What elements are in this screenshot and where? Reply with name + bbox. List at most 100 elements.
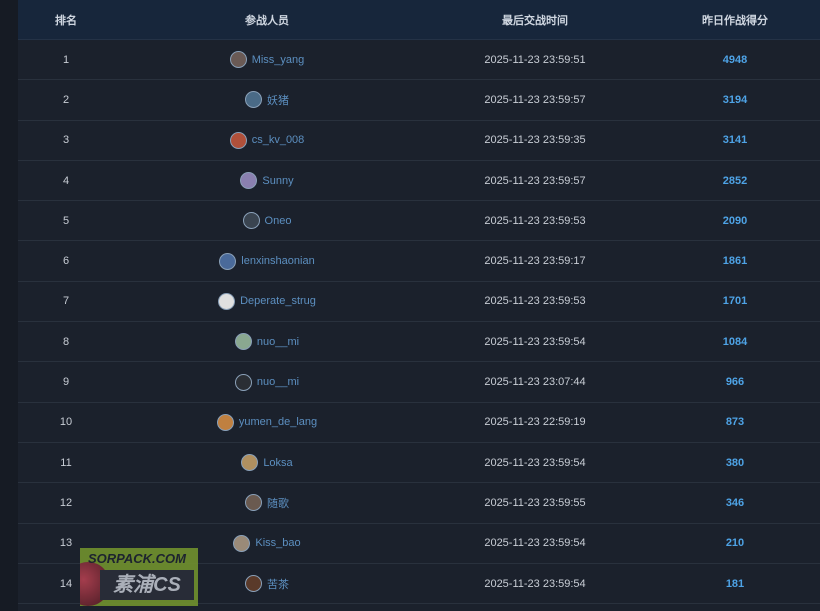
avatar[interactable]	[245, 494, 262, 512]
last-time: 2025-11-23 23:59:54	[484, 335, 586, 348]
table-header: 排名 参战人员 最后交战时间 昨日作战得分	[18, 0, 820, 40]
last-time: 2025-11-23 23:59:55	[484, 496, 586, 509]
player-cell: Sunny	[114, 172, 420, 190]
avatar[interactable]	[219, 252, 237, 270]
rank: 8	[62, 335, 70, 348]
score: 1084	[722, 335, 748, 348]
last-time: 2025-11-23 23:59:17	[484, 255, 586, 268]
last-time: 2025-11-23 23:59:57	[484, 93, 586, 106]
player-cell: 妖猪	[114, 91, 420, 109]
avatar[interactable]	[218, 292, 236, 310]
avatar[interactable]	[242, 212, 260, 230]
rank: 12	[59, 496, 73, 509]
table-row: 4 Sunny 2025-11-23 23:59:57 2852	[18, 161, 820, 202]
table-row: 11 Loksa 2025-11-23 23:59:54 380	[18, 443, 820, 484]
player-name-link[interactable]: Miss_yang	[251, 53, 305, 66]
player-cell: 随歌	[114, 494, 420, 512]
watermark-logo: SORPACK.COM 素浦CS	[80, 548, 198, 606]
last-time: 2025-11-23 23:59:53	[484, 214, 586, 227]
player-cell: cs_kv_008	[114, 131, 420, 149]
score: 966	[725, 376, 745, 389]
last-time: 2025-11-23 23:59:54	[484, 537, 586, 550]
player-cell: Miss_yang	[114, 51, 420, 69]
rank: 14	[59, 577, 73, 590]
player-name-link[interactable]: 妖猪	[267, 94, 289, 107]
last-time: 2025-11-23 23:59:54	[484, 456, 586, 469]
avatar[interactable]	[234, 333, 252, 351]
avatar[interactable]	[229, 131, 247, 149]
score: 4948	[722, 53, 748, 66]
rank: 11	[60, 456, 72, 469]
avatar[interactable]	[241, 454, 259, 472]
rank: 5	[62, 214, 70, 227]
rank: 2	[62, 93, 70, 106]
player-cell: Loksa	[114, 454, 420, 472]
rank: 10	[59, 416, 73, 429]
table-row: 2 妖猪 2025-11-23 23:59:57 3194	[18, 80, 820, 121]
table-row: 5 Oneo 2025-11-23 23:59:53 2090	[18, 201, 820, 242]
avatar[interactable]	[233, 534, 251, 552]
header-player: 参战人员	[245, 14, 289, 27]
last-time: 2025-11-23 23:59:57	[484, 174, 586, 187]
avatar[interactable]	[229, 51, 247, 69]
table-row: 14 苦茶 2025-11-23 23:59:54 181	[18, 564, 820, 605]
last-time: 2025-11-23 23:59:51	[484, 53, 586, 66]
last-time: 2025-11-23 22:59:19	[484, 416, 586, 429]
player-name-link[interactable]: 苦茶	[267, 578, 289, 591]
avatar[interactable]	[245, 91, 262, 109]
player-cell: nuo__mi	[114, 373, 420, 391]
player-name-link[interactable]: yumen_de_lang	[238, 416, 318, 429]
player-name-link[interactable]: nuo__mi	[256, 376, 300, 389]
avatar[interactable]	[240, 172, 258, 190]
header-rank: 排名	[55, 14, 77, 27]
player-name-link[interactable]: Oneo	[264, 214, 292, 227]
score: 181	[725, 577, 745, 590]
player-name-link[interactable]: Loksa	[263, 456, 293, 469]
player-name-link[interactable]: nuo__mi	[256, 335, 300, 348]
rank: 3	[62, 134, 70, 147]
score: 210	[725, 537, 745, 550]
score: 3194	[722, 93, 748, 106]
player-name-link[interactable]: cs_kv_008	[251, 134, 305, 147]
last-time: 2025-11-23 23:59:54	[484, 577, 586, 590]
score: 3141	[722, 134, 748, 147]
last-time: 2025-11-23 23:59:35	[484, 134, 586, 147]
player-cell: lenxinshaonian	[114, 252, 420, 270]
avatar[interactable]	[245, 575, 262, 592]
player-cell: Oneo	[114, 212, 420, 230]
table-row: 1 Miss_yang 2025-11-23 23:59:51 4948	[18, 40, 820, 81]
header-score: 昨日作战得分	[702, 14, 768, 27]
watermark-brand: 素浦CS	[100, 570, 194, 600]
table-row: 13 Kiss_bao 2025-11-23 23:59:54 210	[18, 524, 820, 564]
watermark-site: SORPACK.COM	[88, 551, 186, 566]
score: 2852	[722, 174, 748, 187]
leaderboard-table: 排名 参战人员 最后交战时间 昨日作战得分 1 Miss_yang 2025-1…	[18, 0, 820, 611]
player-name-link[interactable]: Sunny	[262, 174, 294, 187]
score: 346	[725, 496, 745, 509]
player-cell: yumen_de_lang	[114, 413, 420, 431]
rank: 6	[62, 255, 70, 268]
rank: 13	[59, 537, 73, 550]
last-time: 2025-11-23 23:59:53	[484, 295, 586, 308]
rank: 9	[62, 376, 70, 389]
player-name-link[interactable]: Kiss_bao	[255, 537, 301, 550]
score: 1861	[722, 255, 748, 268]
player-cell: 苦茶	[114, 575, 420, 592]
player-name-link[interactable]: 随歌	[267, 497, 289, 510]
table-row: 8 nuo__mi 2025-11-23 23:59:54 1084	[18, 322, 820, 363]
table-row: 3 cs_kv_008 2025-11-23 23:59:35 3141	[18, 121, 820, 161]
avatar[interactable]	[216, 413, 234, 431]
avatar[interactable]	[234, 373, 252, 391]
table-row: 9 nuo__mi 2025-11-23 23:07:44 966	[18, 362, 820, 403]
table-row: 10 yumen_de_lang 2025-11-23 22:59:19 873	[18, 403, 820, 443]
player-name-link[interactable]: Deperate_strug	[240, 295, 316, 308]
table-body: 1 Miss_yang 2025-11-23 23:59:51 4948 2 妖猪…	[18, 40, 820, 605]
rank: 1	[62, 53, 70, 66]
score: 380	[725, 456, 745, 469]
player-cell: Kiss_bao	[114, 534, 420, 552]
player-name-link[interactable]: lenxinshaonian	[241, 255, 315, 268]
table-row: 12 随歌 2025-11-23 23:59:55 346	[18, 483, 820, 524]
rank: 7	[62, 295, 70, 308]
last-time: 2025-11-23 23:07:44	[484, 376, 586, 389]
player-cell: nuo__mi	[114, 333, 420, 351]
